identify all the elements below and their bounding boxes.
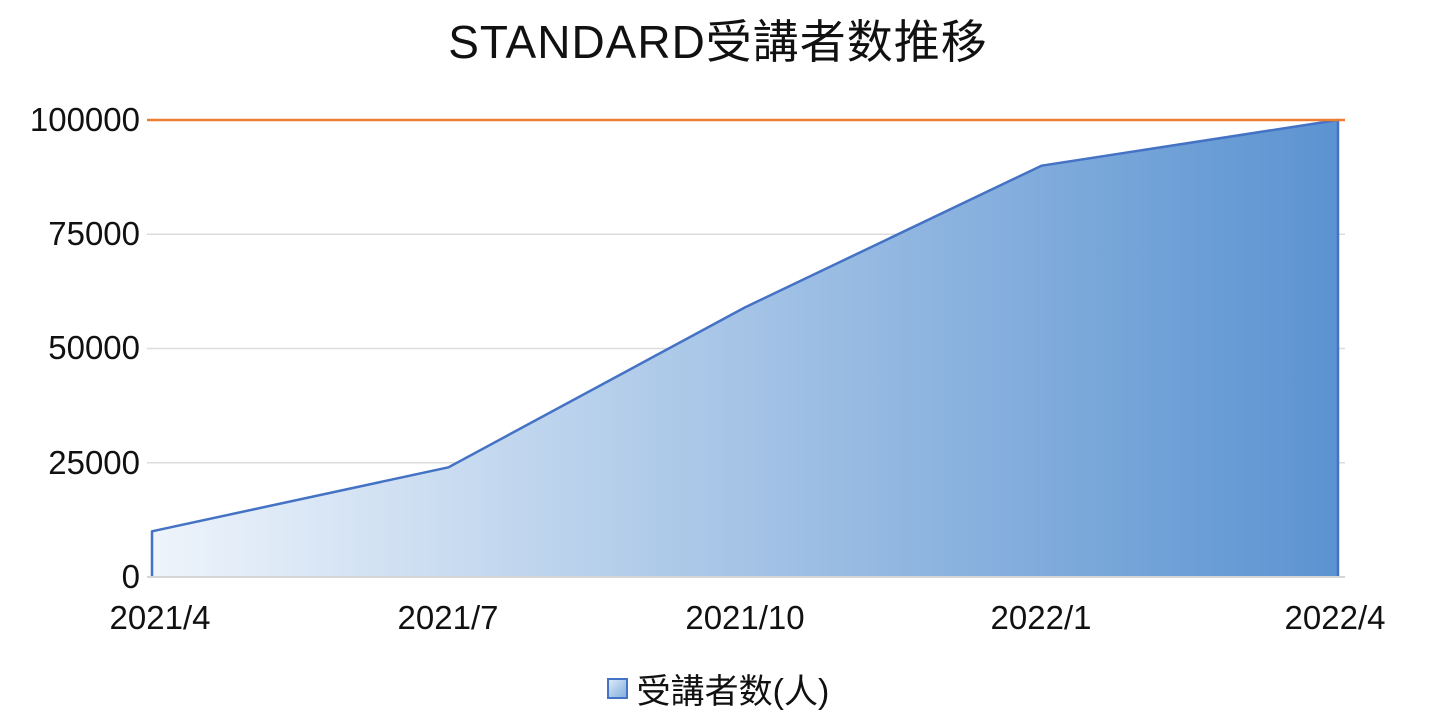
x-axis-tick-label: 2021/4 — [109, 599, 211, 636]
area-series — [152, 120, 1338, 577]
y-axis-tick-label: 25000 — [48, 444, 140, 481]
chart-title: STANDARD受講者数推移 — [448, 16, 988, 68]
x-axis-tick-label: 2021/10 — [685, 599, 805, 636]
legend-series-label: 受講者数(人) — [636, 672, 830, 711]
y-axis-tick-label: 100000 — [29, 101, 140, 138]
y-axis-tick-label: 75000 — [48, 215, 140, 252]
legend: 受講者数(人) — [0, 664, 1436, 712]
legend-marker-square-icon — [606, 677, 628, 699]
y-axis-tick-label: 0 — [121, 558, 140, 595]
y-axis-tick-label: 50000 — [48, 329, 140, 366]
x-axis-tick-label: 2021/7 — [397, 599, 499, 636]
x-axis-tick-label: 2022/4 — [1284, 599, 1386, 636]
x-axis-tick-label: 2022/1 — [990, 599, 1092, 636]
